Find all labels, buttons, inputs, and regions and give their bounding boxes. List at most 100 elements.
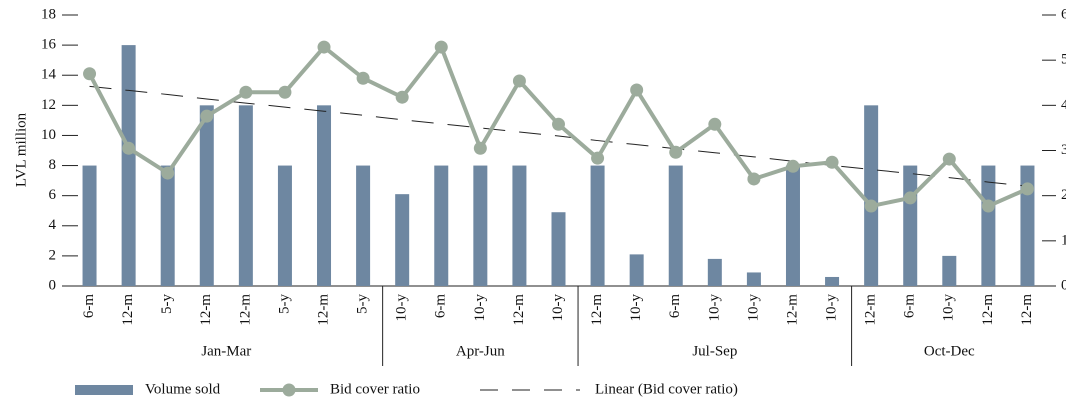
ratio-marker [512,74,526,88]
x-tick-label: 12-m [120,294,136,326]
y2-tick-label: 0 [1061,277,1066,293]
bar [473,165,488,286]
x-tick-label: 6-m [667,294,683,318]
ratio-marker [395,90,409,104]
group-label: Jan-Mar [201,343,251,359]
x-tick-label: 10-y [394,294,410,322]
y-tick-label: 16 [41,37,57,53]
y2-tick-label: 5 [1061,52,1066,68]
legend-label: Volume sold [145,381,221,397]
ratio-marker [552,117,565,131]
ratio-marker [239,85,253,99]
x-tick-label: 12-m [589,294,605,326]
y-axis-label: LVL million [13,112,29,187]
legend-swatch [75,385,133,395]
bar [277,165,292,286]
y-tick-label: 0 [49,277,57,293]
bar [199,105,214,286]
group-label: Apr-Jun [456,343,505,359]
x-tick-label: 12-m [863,294,879,326]
bar [942,255,957,286]
x-tick-label: 12-m [784,294,800,326]
ratio-marker [317,40,331,54]
x-tick-label: 12-m [1019,294,1035,326]
y2-tick-label: 1 [1061,232,1066,248]
legend-label: Bid cover ratio [330,381,420,397]
ratio-marker [122,141,136,155]
y-tick-label: 6 [49,187,57,203]
ratio-marker [1020,182,1034,196]
bar [317,105,332,286]
x-tick-label: 10-y [706,294,722,322]
y-tick-label: 4 [49,217,57,233]
y-tick-label: 14 [41,67,57,83]
ratio-marker [83,67,97,81]
bar [395,194,410,286]
bar [903,165,918,286]
bar [785,165,800,286]
ratio-marker [786,159,800,173]
legend-label: Linear (Bid cover ratio) [595,381,738,397]
ratio-marker [708,117,722,131]
ratio-marker [825,155,839,169]
y2-tick-label: 2 [1061,187,1066,203]
x-tick-label: 5-y [276,294,292,314]
bar [825,276,840,286]
ratio-marker [864,199,878,213]
x-tick-label: 6-m [81,294,97,318]
bar [121,45,136,286]
group-label: Oct-Dec [924,343,975,359]
bar [512,165,527,286]
x-tick-label: 12-m [198,294,214,326]
x-tick-label: 10-y [823,294,839,322]
trend-line [89,85,1028,187]
ratio-marker [981,199,995,213]
x-tick-label: 10-y [745,294,761,322]
x-tick-label: 12-m [980,294,996,326]
bar [668,165,683,286]
x-tick-label: 10-y [550,294,566,322]
y2-tick-label: 6 [1061,6,1066,22]
bar [590,165,605,286]
x-tick-label: 12-m [237,294,253,326]
y-tick-label: 10 [41,127,56,143]
y-tick-label: 12 [41,97,56,113]
x-tick-label: 10-y [628,294,644,322]
bar [1020,165,1035,286]
ratio-marker [161,166,175,180]
bar [551,212,566,286]
group-label: Jul-Sep [692,343,737,359]
ratio-marker [473,141,487,155]
x-tick-label: 5-y [159,294,175,314]
bar [707,258,722,286]
ratio-marker [903,191,917,205]
ratio-marker [630,83,644,97]
ratio-marker [356,71,370,85]
bar [864,105,879,286]
bar [82,165,97,286]
bar [746,272,761,286]
y2-tick-label: 3 [1061,142,1066,158]
bar [981,165,996,286]
x-tick-label: 6-m [433,294,449,318]
ratio-marker [278,85,292,99]
legend-swatch [282,383,296,397]
bar [629,254,644,286]
y-tick-label: 18 [41,6,56,22]
x-tick-label: 10-y [472,294,488,322]
x-tick-label: 12-m [511,294,527,326]
y-tick-label: 8 [49,157,57,173]
bar [356,165,371,286]
y-tick-label: 2 [49,247,57,263]
x-tick-label: 5-y [355,294,371,314]
x-tick-label: 12-m [315,294,331,326]
ratio-marker [747,172,761,186]
y2-tick-label: 4 [1061,97,1066,113]
x-tick-label: 10-y [941,294,957,322]
ratio-marker [200,109,214,123]
x-tick-label: 6-m [902,294,918,318]
ratio-marker [591,151,605,165]
bar [434,165,449,286]
bar [160,165,175,286]
